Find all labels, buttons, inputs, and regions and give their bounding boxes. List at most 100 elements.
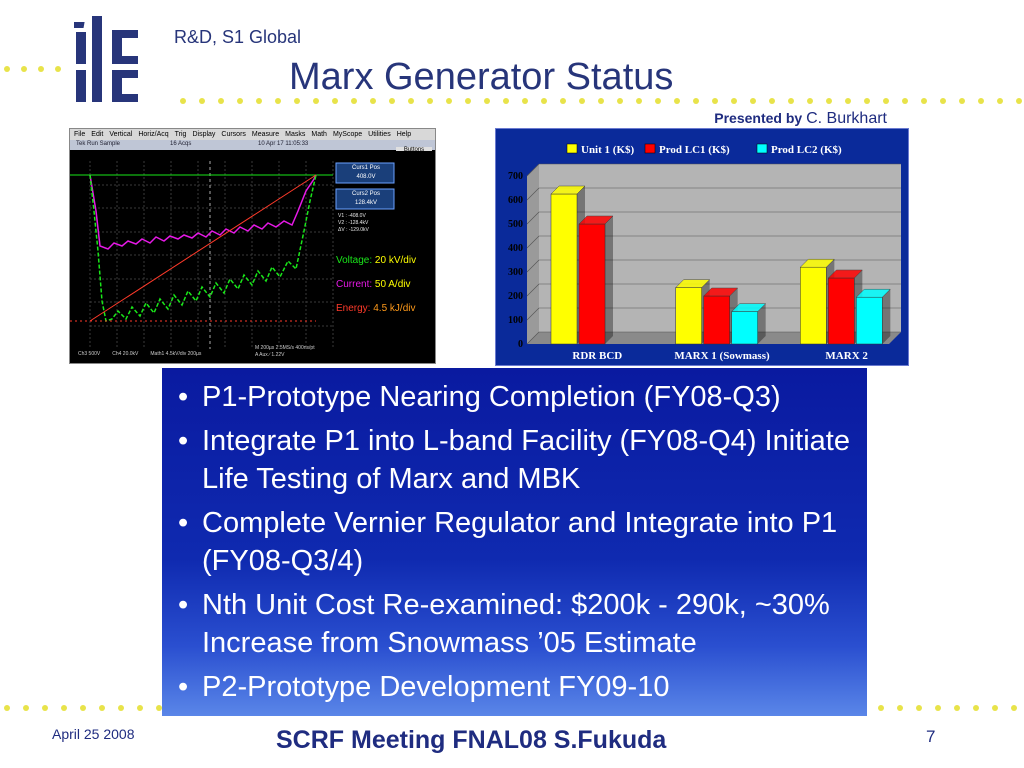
scope-menu-item[interactable]: Trig	[174, 131, 187, 138]
scope-legend-label: Energy:	[336, 303, 371, 314]
bar	[675, 287, 702, 345]
dot	[446, 98, 452, 104]
dot	[180, 98, 186, 104]
top-dot-line	[176, 98, 1024, 104]
chart-border	[495, 128, 909, 366]
cursor-readout-line: V1 : -408.0V	[338, 213, 366, 219]
gridline-side	[526, 259, 540, 273]
oscilloscope-screenshot: File Edit Vertical Horiz/Acq Trig Display Curs…	[69, 128, 436, 364]
scope-statusbar	[70, 140, 435, 150]
dot	[1011, 705, 1017, 711]
footer-meeting: SCRF Meeting FNAL08 S.Fukuda	[276, 726, 667, 754]
scope-menu-item[interactable]: Display	[192, 131, 216, 138]
dot	[275, 98, 281, 104]
dot	[237, 98, 243, 104]
dot	[313, 98, 319, 104]
chart-side-wall	[527, 164, 539, 344]
dot	[878, 705, 884, 711]
gridline-side	[526, 163, 540, 177]
slide-title: Marx Generator Status	[289, 56, 674, 98]
scope-bottom-right: M 200µs 2.5MS/s 400ns/pt A Aux ∕ 1.22V	[255, 345, 315, 359]
cursor-readout-line: V2 : -128.4kV	[338, 220, 369, 226]
scope-run-label: Tek Run Sample	[76, 141, 121, 147]
dot	[23, 705, 29, 711]
bar-top	[799, 258, 835, 268]
dot	[118, 705, 124, 711]
dot	[218, 98, 224, 104]
y-tick-label: 300	[508, 267, 523, 278]
scope-menu-item[interactable]: Masks	[285, 131, 306, 138]
bar-side	[605, 216, 613, 344]
dot	[332, 98, 338, 104]
legend-swatch	[644, 143, 656, 154]
gridline-side	[526, 187, 540, 201]
bar-top	[578, 215, 614, 225]
gridline-side	[526, 307, 540, 321]
dot	[826, 98, 832, 104]
dot	[807, 98, 813, 104]
dot	[845, 98, 851, 104]
dot	[137, 705, 143, 711]
x-category-label: MARX 1 (Sowmass)	[674, 350, 770, 362]
dot	[897, 705, 903, 711]
legend-label: Unit 1 (K$)	[581, 144, 635, 156]
scope-channel-readout: Ch3 500V	[78, 351, 101, 357]
scope-timestamp: 10 Apr 17 11:05:33	[258, 141, 309, 147]
scope-menu-item[interactable]: File	[74, 131, 86, 138]
legend-label: Prod LC1 (K$)	[659, 144, 730, 156]
dot	[4, 66, 10, 72]
curs2-value[interactable]: 128.4kV	[354, 200, 378, 206]
dot	[256, 98, 262, 104]
bullet-item: P2-Prototype Development FY09-10	[176, 668, 857, 706]
dot	[636, 98, 642, 104]
gridline-side	[526, 235, 540, 249]
scope-bottom-left: Ch3 500V Ch4 20.0kV Math1 4.5kV/div 200µs	[78, 351, 213, 357]
scope-menu-item[interactable]: Cursors	[221, 131, 246, 138]
bar	[856, 296, 883, 345]
dot	[788, 98, 794, 104]
dot	[42, 705, 48, 711]
scope-menu-item[interactable]: Measure	[251, 131, 280, 138]
x-category-label: MARX 2	[825, 350, 868, 362]
dot	[940, 98, 946, 104]
y-tick-label: 700	[508, 171, 523, 182]
dot	[935, 705, 941, 711]
scope-menu-item[interactable]: Vertical	[109, 131, 133, 138]
scope-legend: Voltage: 20 kV/div Current: 50 A/div Energ…	[336, 249, 416, 321]
presented-by-label: Presented by	[714, 110, 803, 126]
scope-menu: File Edit Vertical Horiz/Acq Trig Display Curs…	[74, 131, 417, 138]
brand-label: R&D, S1 Global	[174, 27, 302, 47]
dot	[351, 98, 357, 104]
bar	[703, 295, 730, 345]
dot	[883, 98, 889, 104]
scope-menu-item[interactable]: Help	[396, 131, 412, 138]
dot	[693, 98, 699, 104]
scope-channel-readout: Ch4 20.0kV	[112, 351, 139, 357]
dot	[712, 98, 718, 104]
dot	[959, 98, 965, 104]
dot	[973, 705, 979, 711]
dot	[522, 98, 528, 104]
dot	[55, 66, 61, 72]
scope-menu-item[interactable]: Math	[311, 131, 327, 138]
scope-menu-item[interactable]: Utilities	[368, 131, 391, 138]
scope-menu-item[interactable]: Edit	[91, 131, 104, 138]
dot	[99, 705, 105, 711]
bar-top	[827, 269, 863, 279]
curs1-value[interactable]: 408.0V	[356, 174, 376, 180]
scope-menu-item[interactable]: MyScope	[332, 131, 363, 138]
bar-top	[855, 288, 891, 298]
bar	[550, 193, 578, 345]
dot	[427, 98, 433, 104]
scope-timebase-readout: M 200µs 2.5MS/s 400ns/pt	[255, 345, 315, 351]
y-tick-label: 0	[518, 339, 523, 350]
dot	[465, 98, 471, 104]
bar-side	[882, 289, 891, 344]
scope-plot	[70, 151, 435, 363]
dot	[997, 98, 1003, 104]
legend-label: Prod LC2 (K$)	[771, 144, 842, 156]
dot	[199, 98, 205, 104]
scope-menu-item[interactable]: Horiz/Acq	[138, 131, 169, 138]
dot	[38, 66, 44, 72]
x-category-label: RDR BCD	[572, 350, 622, 362]
